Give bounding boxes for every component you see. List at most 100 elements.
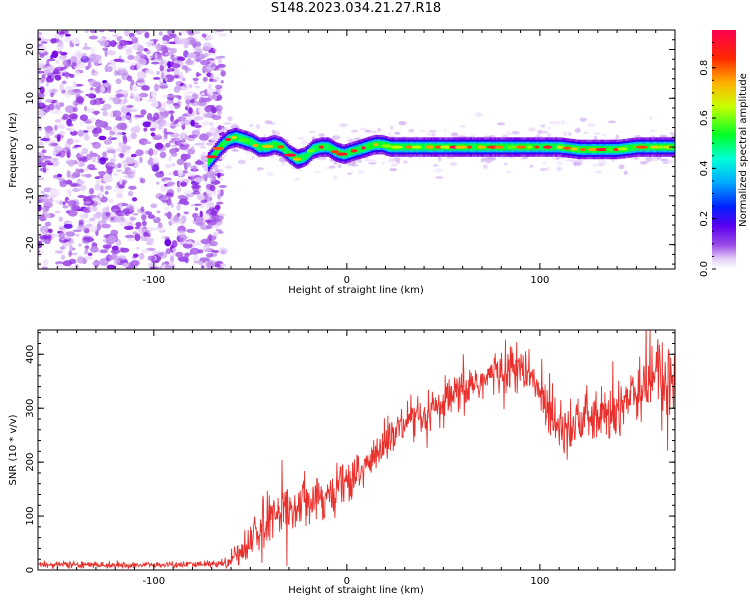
- noise-speckle: [77, 160, 85, 168]
- noise-speckle: [217, 177, 224, 181]
- noise-speckle: [50, 73, 55, 80]
- signal-haze: [264, 120, 273, 124]
- noise-speckle: [78, 243, 82, 247]
- noise-speckle: [140, 248, 150, 254]
- noise-speckle: [160, 72, 165, 80]
- noise-speckle: [129, 65, 137, 71]
- noise-speckle: [84, 167, 88, 172]
- noise-speckle: [167, 60, 171, 69]
- signal-core: [261, 144, 274, 148]
- noise-speckle: [151, 260, 160, 264]
- noise-speckle: [56, 263, 65, 268]
- noise-speckle: [99, 40, 110, 47]
- noise-speckle: [119, 41, 130, 45]
- noise-speckle: [150, 132, 156, 137]
- noise-speckle: [93, 213, 102, 219]
- noise-speckle: [193, 260, 200, 264]
- noise-speckle: [217, 57, 222, 65]
- noise-speckle: [140, 109, 147, 116]
- colorbar-tick-label: 0.4: [699, 160, 710, 176]
- noise-speckle: [62, 59, 70, 66]
- noise-speckle: [205, 203, 215, 209]
- signal-band: [404, 143, 407, 151]
- noise-speckle: [200, 238, 210, 245]
- snr-y-axis-label: SNR (10 * v/v): [8, 414, 19, 485]
- noise-speckle: [42, 166, 47, 174]
- signal-haze: [592, 163, 598, 167]
- noise-speckle: [84, 132, 89, 139]
- noise-speckle: [134, 233, 141, 242]
- y-tick-label: -10: [25, 188, 36, 204]
- noise-speckle: [44, 211, 51, 220]
- colorbar-tick-label: 0.0: [699, 261, 710, 277]
- noise-speckle: [206, 72, 212, 78]
- signal-haze: [482, 158, 489, 162]
- signal-haze: [350, 170, 354, 174]
- noise-speckle: [177, 181, 182, 187]
- noise-speckle: [184, 59, 195, 66]
- noise-speckle: [202, 213, 210, 220]
- noise-speckle: [149, 156, 153, 162]
- noise-speckle: [120, 90, 129, 95]
- noise-speckle: [70, 205, 81, 211]
- signal-core: [605, 147, 615, 152]
- noise-speckle: [190, 119, 195, 127]
- signal-haze: [556, 161, 564, 166]
- noise-speckle: [62, 201, 66, 205]
- noise-speckle: [181, 65, 188, 70]
- signal-core: [318, 145, 324, 149]
- signal-haze: [322, 156, 327, 160]
- noise-speckle: [54, 74, 62, 81]
- noise-speckle: [161, 40, 168, 44]
- noise-speckle: [173, 129, 178, 132]
- noise-speckle: [130, 132, 137, 140]
- noise-speckle: [212, 91, 219, 95]
- noise-speckle: [98, 97, 103, 101]
- noise-speckle: [127, 190, 134, 197]
- noise-speckle: [87, 93, 95, 99]
- noise-speckle: [191, 129, 200, 137]
- noise-speckle: [211, 250, 220, 253]
- noise-speckle: [177, 116, 186, 122]
- noise-speckle: [94, 183, 101, 191]
- noise-speckle: [109, 131, 116, 136]
- signal-band: [324, 143, 327, 151]
- signal-haze: [529, 164, 534, 168]
- signal-band: [475, 143, 478, 151]
- signal-haze: [418, 129, 426, 133]
- signal-band: [346, 149, 349, 157]
- noise-speckle: [116, 169, 123, 173]
- noise-speckle: [144, 31, 150, 39]
- noise-speckle: [139, 92, 149, 98]
- noise-speckle: [56, 31, 65, 35]
- signal-band: [260, 143, 262, 151]
- noise-speckle: [164, 236, 170, 240]
- signal-haze: [431, 132, 436, 137]
- noise-speckle: [164, 261, 170, 265]
- noise-speckle: [51, 159, 60, 167]
- noise-speckle: [50, 92, 54, 98]
- signal-band: [630, 144, 632, 152]
- signal-band: [553, 143, 556, 151]
- noise-speckle: [40, 190, 46, 195]
- noise-speckle: [180, 181, 187, 187]
- signal-haze: [496, 122, 506, 126]
- signal-haze: [610, 137, 620, 140]
- noise-speckle: [77, 256, 86, 264]
- noise-speckle: [187, 91, 196, 94]
- noise-speckle: [61, 71, 69, 75]
- noise-speckle: [140, 206, 145, 212]
- signal-haze: [657, 156, 662, 160]
- noise-speckle: [38, 204, 42, 212]
- noise-speckle: [151, 59, 162, 63]
- noise-speckle: [196, 128, 201, 131]
- noise-speckle: [138, 226, 147, 235]
- noise-speckle: [170, 202, 174, 208]
- noise-speckle: [57, 173, 63, 178]
- signal-haze: [395, 159, 401, 164]
- noise-speckle: [110, 249, 121, 254]
- noise-speckle: [66, 138, 74, 145]
- signal-band: [378, 141, 381, 148]
- noise-speckle: [196, 195, 205, 201]
- noise-speckle: [179, 240, 185, 246]
